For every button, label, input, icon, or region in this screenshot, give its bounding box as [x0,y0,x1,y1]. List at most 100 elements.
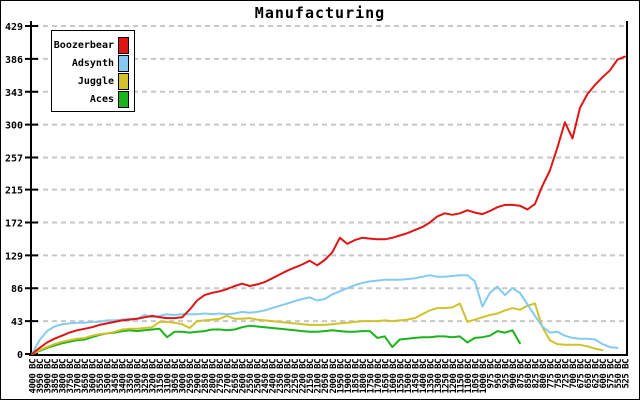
x-axis-label: 3750 BC [66,359,76,394]
x-axis-label: 3100 BC [164,359,174,394]
x-axis-label: 1150 BC [456,359,466,394]
legend-color-swatch [118,36,129,54]
x-axis-label: 850 BC [524,359,534,389]
legend-item-boozerbear: Boozerbear [52,36,134,54]
x-axis-label: 700 BC [569,359,579,389]
legend-color-swatch [118,72,129,90]
x-axis-label: 2550 BC [246,359,256,394]
x-axis-label: 525 BC [622,359,632,389]
x-axis-label: 1300 BC [434,359,444,394]
x-axis-label: 2150 BC [306,359,316,394]
chart-title: Manufacturing [254,4,386,22]
x-axis-label: 925 BC [501,359,511,389]
x-axis-label: 1950 BC [336,359,346,394]
x-axis-label: 1650 BC [381,359,391,394]
y-axis-label: 257 [5,154,23,165]
x-axis-label: 1500 BC [404,359,414,394]
x-axis-label: 3200 BC [149,359,159,394]
x-axis-label: 575 BC [606,359,616,389]
legend-item-adsynth: Adsynth [52,54,134,72]
x-axis-label: 1250 BC [441,359,451,394]
x-axis-label: 3850 BC [51,359,61,394]
x-axis-label: 975 BC [486,359,496,389]
legend-item-aces: Aces [52,90,134,108]
x-axis-label: 4000 BC [29,359,39,394]
x-axis-label: 3050 BC [171,359,181,394]
x-axis-label: 3900 BC [44,359,54,394]
x-axis-label: 1000 BC [479,359,489,394]
y-axis-label: 86 [11,284,23,295]
x-axis-label: 550 BC [614,359,624,389]
series-line-adsynth [31,274,619,355]
x-axis-label: 1600 BC [389,359,399,394]
x-axis-label: 2400 BC [269,359,279,394]
y-axis-label: 172 [5,218,23,229]
legend-label: Juggle [77,75,114,87]
x-axis-label: 625 BC [591,359,601,389]
x-axis-label: 2050 BC [321,359,331,394]
series-line-juggle [31,302,604,355]
legend-label: Boozerbear [53,39,114,51]
series-line-aces [31,324,521,355]
x-axis-label: 900 BC [509,359,519,389]
x-axis-label: 3000 BC [179,359,189,394]
x-axis-label: 725 BC [561,359,571,389]
x-axis-label: 2750 BC [216,359,226,394]
x-axis-label: 675 BC [576,359,586,389]
x-axis-label: 2450 BC [261,359,271,394]
x-axis-label: 875 BC [516,359,526,389]
x-axis-label: 2100 BC [314,359,324,394]
x-axis-label: 3800 BC [59,359,69,394]
x-axis-label: 1800 BC [359,359,369,394]
legend-color-swatch [118,54,129,72]
x-axis-label: 1900 BC [344,359,354,394]
x-axis-label: 3650 BC [81,359,91,394]
x-axis-label: 2950 BC [186,359,196,394]
y-axis-label: 300 [5,121,23,132]
y-axis-label: 343 [5,88,23,99]
y-axis-label: 129 [5,251,23,262]
x-axis-label: 3500 BC [104,359,114,394]
legend-label: Aces [89,93,114,105]
x-axis-label: 3950 BC [36,359,46,394]
x-axis-label: 750 BC [554,359,564,389]
x-axis-label: 650 BC [584,359,594,389]
x-axis-label: 1050 BC [471,359,481,394]
x-axis-label: 1850 BC [351,359,361,394]
x-axis-label: 2900 BC [194,359,204,394]
x-axis-label: 2000 BC [329,359,339,394]
x-axis-label: 600 BC [599,359,609,389]
x-axis-label: 1350 BC [426,359,436,394]
x-axis-label: 950 BC [494,359,504,389]
x-axis-label: 2500 BC [254,359,264,394]
legend-item-juggle: Juggle [52,72,134,90]
x-axis-label: 2350 BC [276,359,286,394]
x-axis-label: 2300 BC [284,359,294,394]
x-axis-label: 1450 BC [411,359,421,394]
x-axis-label: 2600 BC [239,359,249,394]
x-axis-label: 3350 BC [126,359,136,394]
x-axis-label: 1100 BC [464,359,474,394]
y-axis-label: 215 [5,186,23,197]
x-axis-label: 3400 BC [119,359,129,394]
x-axis-label: 3450 BC [111,359,121,394]
x-axis-label: 2250 BC [291,359,301,394]
x-axis-label: 3150 BC [156,359,166,394]
x-axis-label: 800 BC [539,359,549,389]
x-axis-label: 3300 BC [134,359,144,394]
y-axis-label: 429 [5,22,23,33]
x-axis-label: 2650 BC [231,359,241,394]
x-axis-label: 3250 BC [141,359,151,394]
y-axis-label: 386 [5,55,23,66]
x-axis-label: 775 BC [546,359,556,389]
x-axis-label: 2850 BC [201,359,211,394]
x-axis-label: 2200 BC [299,359,309,394]
x-axis-label: 1550 BC [396,359,406,394]
x-axis-label: 825 BC [531,359,541,389]
x-axis-label: 3700 BC [74,359,84,394]
x-axis-label: 3550 BC [96,359,106,394]
x-axis-label: 2700 BC [224,359,234,394]
legend-label: Adsynth [71,57,114,69]
